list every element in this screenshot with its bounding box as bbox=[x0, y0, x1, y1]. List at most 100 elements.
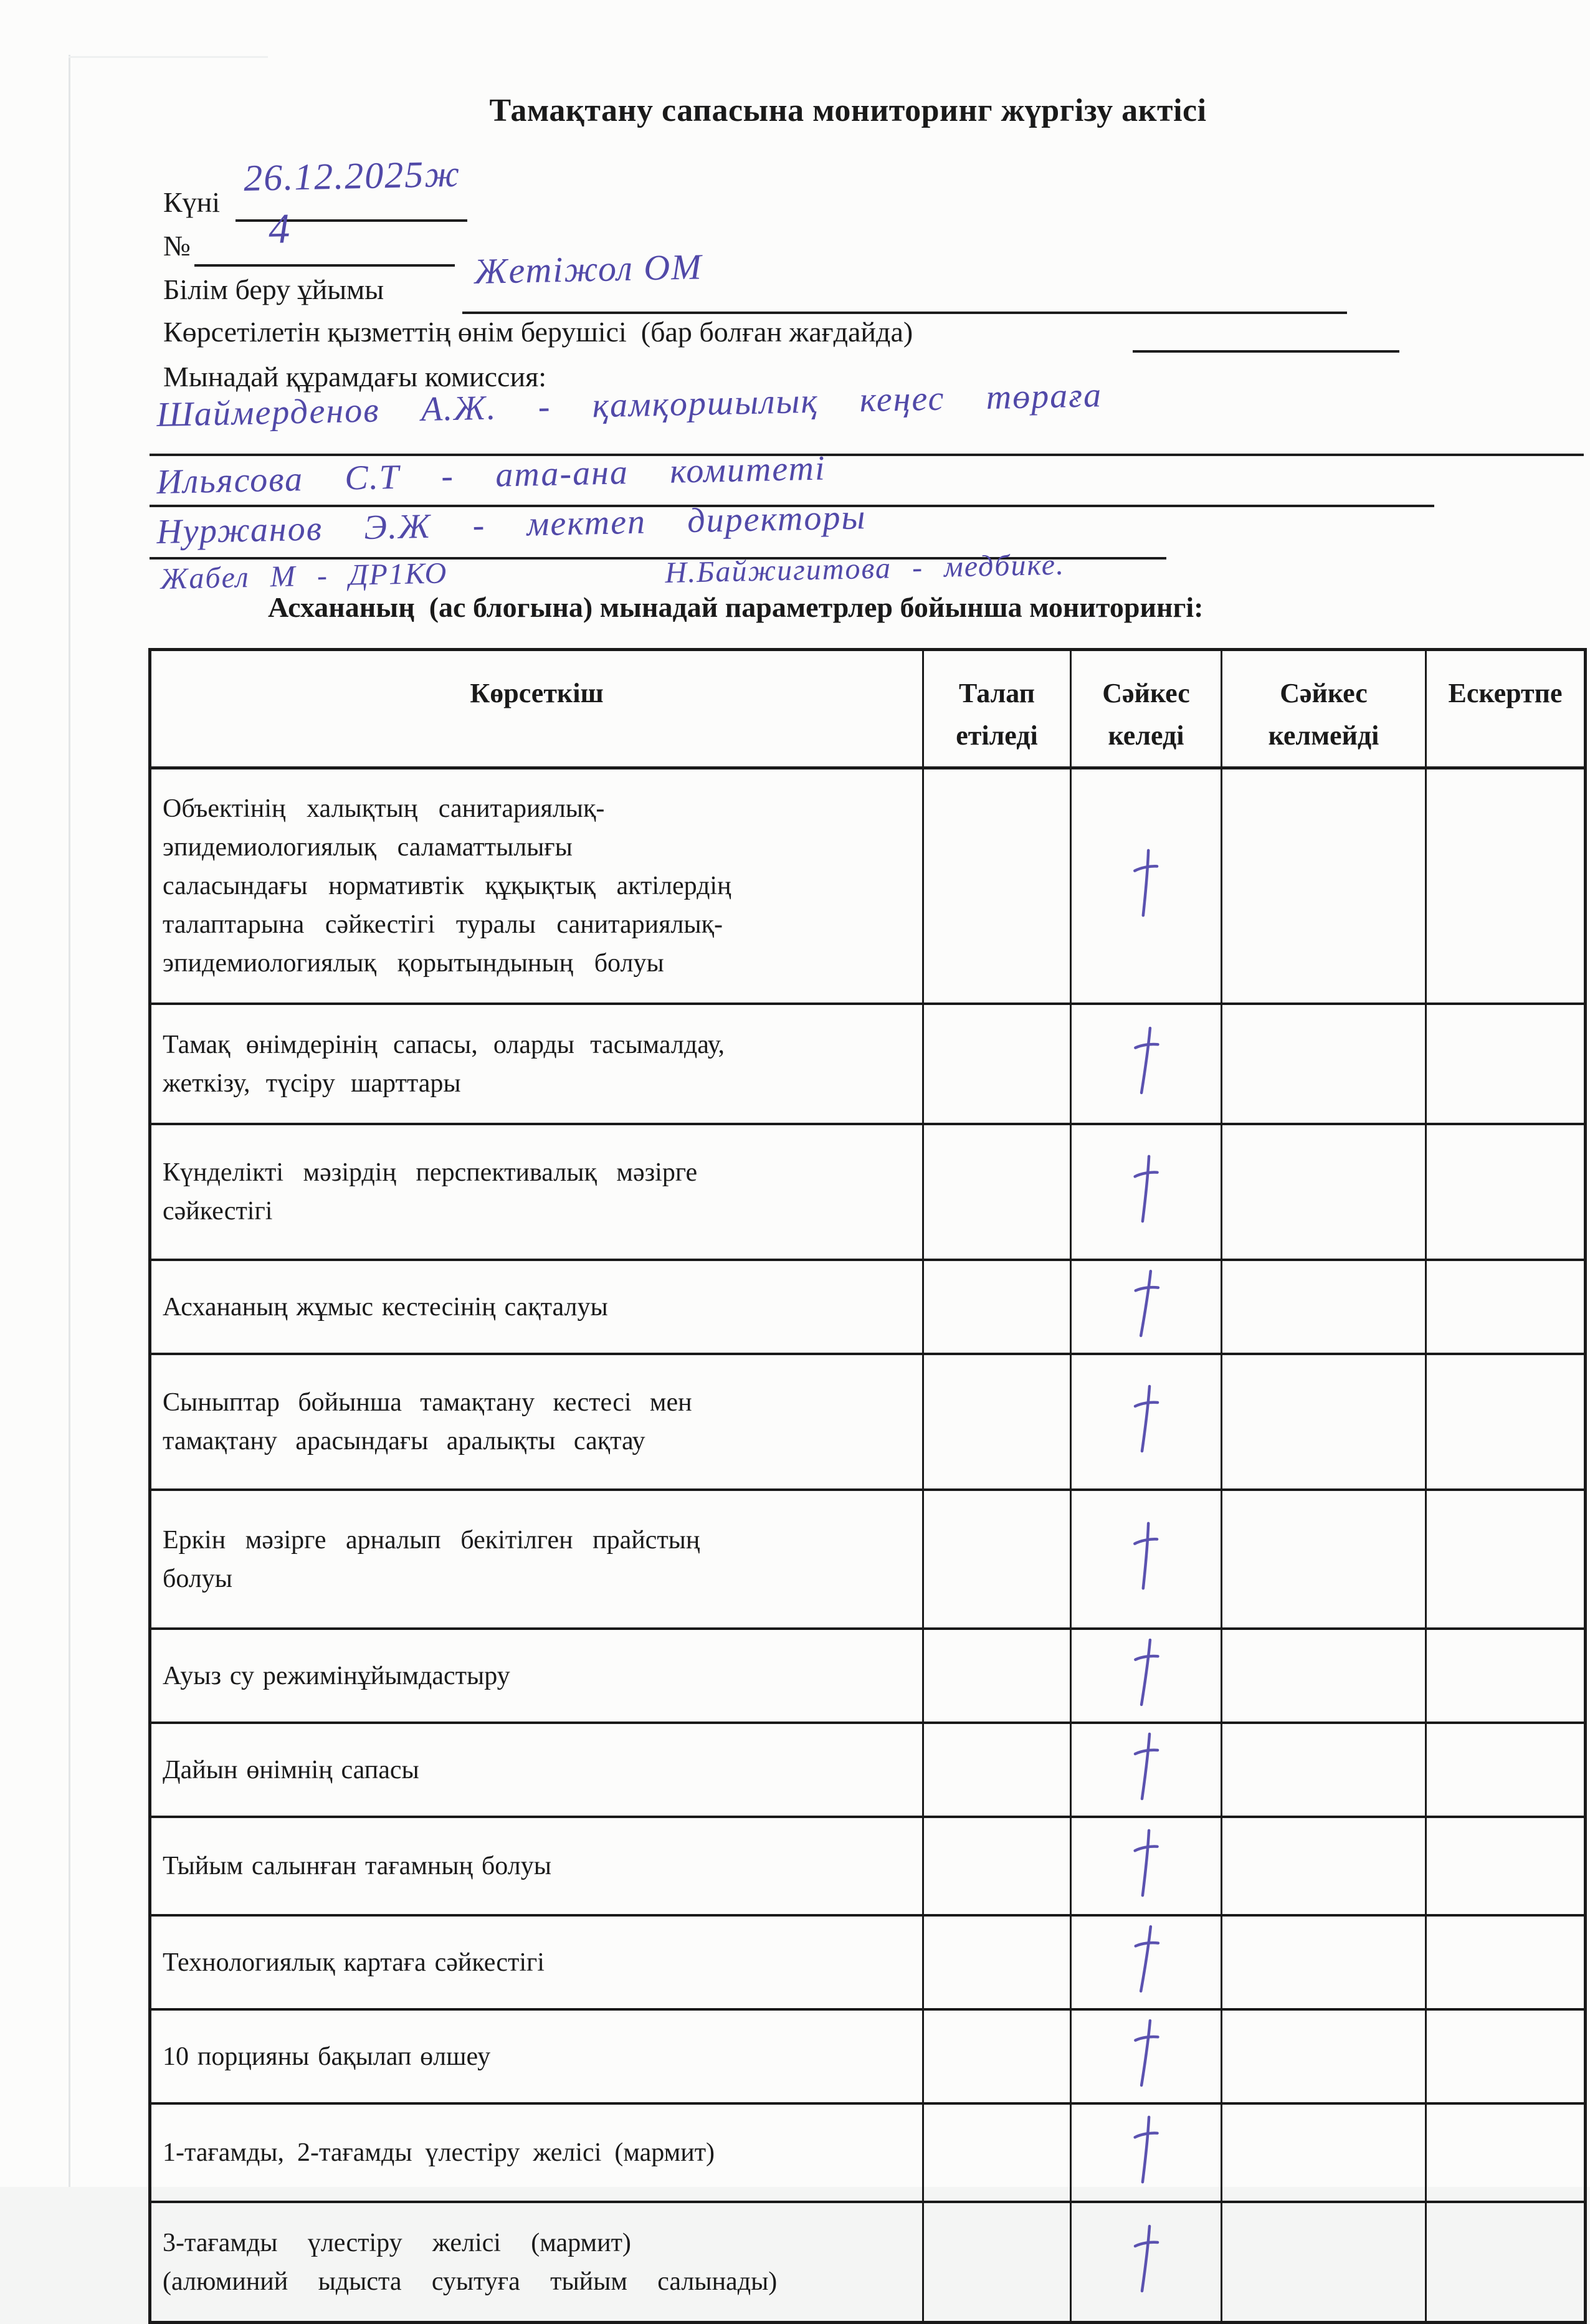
talap-etiledi-cell bbox=[922, 1722, 1072, 1818]
indicator-cell: Технологиялық картаға сәйкестігі bbox=[148, 1914, 924, 2011]
document-title: Тамақтану сапасына мониторинг жүргізу ак… bbox=[489, 93, 1207, 128]
handwritten-check-mark bbox=[1132, 1026, 1161, 1095]
saikes-kelmeidi-cell bbox=[1221, 1627, 1427, 1724]
table-row: Тамақ өнімдерінің сапасы, оларды тасымал… bbox=[148, 1002, 1587, 1125]
indicator-cell: 10 порцияны бақылап өлшеу bbox=[148, 2008, 924, 2105]
saikes-keledi-cell bbox=[1070, 1488, 1222, 1630]
indicator-cell: 1-тағамды, 2-тағамды үлестіру желісі (ма… bbox=[148, 2102, 924, 2203]
scan-page-edge-top bbox=[69, 56, 268, 58]
organization-blank-line bbox=[462, 312, 1347, 314]
handwritten-check-mark bbox=[1132, 1637, 1161, 1707]
saikes-kelmeidi-cell bbox=[1221, 1002, 1427, 1125]
saikes-kelmeidi-cell bbox=[1221, 2102, 1427, 2203]
number-value-handwritten: 4 bbox=[268, 204, 292, 253]
provider-label: Көрсетілетін қызметтің өнім берушісі (ба… bbox=[163, 316, 913, 348]
talap-etiledi-cell bbox=[922, 1259, 1072, 1355]
number-label: № bbox=[163, 230, 191, 262]
saikes-kelmeidi-cell bbox=[1221, 1259, 1427, 1355]
saikes-kelmeidi-cell bbox=[1221, 2008, 1427, 2105]
col-header-indicator: Көрсеткіш bbox=[148, 648, 924, 769]
saikes-keledi-cell bbox=[1070, 1816, 1222, 1917]
indicator-cell: Күнделікті мәзірдің перспективалық мәзір… bbox=[148, 1123, 924, 1261]
eskertpe-cell bbox=[1425, 766, 1587, 1005]
table-row: Сыныптар бойынша тамақтану кестесі мен т… bbox=[148, 1353, 1587, 1491]
organization-label: Білім беру ұйымы bbox=[163, 274, 384, 305]
saikes-kelmeidi-cell bbox=[1221, 1488, 1427, 1630]
table-row: Асхананың жұмыс кестесінің сақталуы bbox=[148, 1259, 1587, 1355]
indicator-cell: Ауыз су режимінұйымдастыру bbox=[148, 1627, 924, 1724]
eskertpe-cell bbox=[1425, 1914, 1587, 2011]
col-header-note: Ескертпе bbox=[1425, 648, 1587, 769]
handwritten-check-mark bbox=[1132, 2018, 1161, 2088]
eskertpe-cell bbox=[1425, 2008, 1587, 2105]
commission-line-2 bbox=[150, 505, 1434, 507]
col-header-required: Талап етіледі bbox=[922, 648, 1072, 769]
indicator-cell: Тыйым салынған тағамның болуы bbox=[148, 1816, 924, 1917]
table-row: Еркін мәзірге арналып бекітілген прайсты… bbox=[148, 1488, 1587, 1630]
saikes-kelmeidi-cell bbox=[1221, 1123, 1427, 1261]
monitoring-table: Көрсеткіш Талап етіледі Сәйкес келеді Сә… bbox=[148, 648, 1587, 2324]
eskertpe-cell bbox=[1425, 1722, 1587, 1818]
date-value-handwritten: 26.12.2025ж bbox=[243, 153, 461, 199]
saikes-keledi-cell bbox=[1070, 1259, 1222, 1355]
scan-page-edge bbox=[69, 55, 70, 2187]
eskertpe-cell bbox=[1425, 2201, 1587, 2324]
table-subtitle: Асхананың (ас блогына) мынадай параметрл… bbox=[268, 591, 1204, 623]
saikes-keledi-cell bbox=[1070, 2008, 1222, 2105]
saikes-kelmeidi-cell bbox=[1221, 1914, 1427, 2011]
talap-etiledi-cell bbox=[922, 766, 1072, 1005]
table-row: Тыйым салынған тағамның болуы bbox=[148, 1816, 1587, 1917]
saikes-keledi-cell bbox=[1070, 2102, 1222, 2203]
commission-label: Мынадай құрамдағы комиссия: bbox=[163, 361, 547, 393]
eskertpe-cell bbox=[1425, 1488, 1587, 1630]
indicator-cell: 3-тағамды үлестіру желісі (мармит) (алюм… bbox=[148, 2201, 924, 2324]
saikes-keledi-cell bbox=[1070, 1722, 1222, 1818]
commission-member-2-handwritten: Ильясова С.Т - ата-ана комитеті bbox=[156, 449, 827, 502]
table-row: Күнделікті мәзірдің перспективалық мәзір… bbox=[148, 1123, 1587, 1261]
saikes-kelmeidi-cell bbox=[1221, 2201, 1427, 2324]
handwritten-check-mark bbox=[1132, 2224, 1161, 2293]
table-row: Ауыз су режимінұйымдастыру bbox=[148, 1627, 1587, 1724]
handwritten-check-mark bbox=[1132, 2115, 1161, 2184]
table-row: 10 порцияны бақылап өлшеу bbox=[148, 2008, 1587, 2105]
col-header-not-complies: Сәйкес келмейді bbox=[1221, 648, 1427, 769]
talap-etiledi-cell bbox=[922, 1914, 1072, 2011]
eskertpe-cell bbox=[1425, 1123, 1587, 1261]
handwritten-check-mark bbox=[1132, 1828, 1161, 1898]
eskertpe-cell bbox=[1425, 1002, 1587, 1125]
saikes-keledi-cell bbox=[1070, 1627, 1222, 1724]
handwritten-check-mark bbox=[1132, 1924, 1161, 1994]
talap-etiledi-cell bbox=[922, 1002, 1072, 1125]
commission-line-1 bbox=[150, 454, 1584, 456]
date-blank-line bbox=[236, 219, 467, 222]
talap-etiledi-cell bbox=[922, 1123, 1072, 1261]
handwritten-check-mark bbox=[1132, 1154, 1161, 1224]
saikes-keledi-cell bbox=[1070, 1002, 1222, 1125]
saikes-kelmeidi-cell bbox=[1221, 766, 1427, 1005]
table-row: Технологиялық картаға сәйкестігі bbox=[148, 1914, 1587, 2011]
handwritten-check-mark bbox=[1132, 1384, 1161, 1454]
saikes-kelmeidi-cell bbox=[1221, 1353, 1427, 1491]
table-row: Дайын өнімнің сапасы bbox=[148, 1722, 1587, 1818]
eskertpe-cell bbox=[1425, 1816, 1587, 1917]
indicator-cell: Тамақ өнімдерінің сапасы, оларды тасымал… bbox=[148, 1002, 924, 1125]
saikes-keledi-cell bbox=[1070, 1123, 1222, 1261]
commission-member-5-handwritten: Н.Байжигитова - медбике. bbox=[664, 548, 1065, 590]
table-header-row: Көрсеткіш Талап етіледі Сәйкес келеді Сә… bbox=[148, 648, 1587, 769]
handwritten-check-mark bbox=[1132, 1521, 1161, 1591]
saikes-keledi-cell bbox=[1070, 2201, 1222, 2324]
talap-etiledi-cell bbox=[922, 2201, 1072, 2324]
handwritten-check-mark bbox=[1132, 1731, 1161, 1801]
commission-line-3 bbox=[150, 557, 1166, 560]
eskertpe-cell bbox=[1425, 1259, 1587, 1355]
talap-etiledi-cell bbox=[922, 1353, 1072, 1491]
eskertpe-cell bbox=[1425, 1353, 1587, 1491]
number-blank-line bbox=[194, 264, 455, 267]
table-row: 3-тағамды үлестіру желісі (мармит) (алюм… bbox=[148, 2201, 1587, 2324]
table-row: 1-тағамды, 2-тағамды үлестіру желісі (ма… bbox=[148, 2102, 1587, 2203]
saikes-keledi-cell bbox=[1070, 766, 1222, 1005]
date-label: Күні bbox=[163, 186, 221, 218]
col-header-complies: Сәйкес келеді bbox=[1070, 648, 1222, 769]
talap-etiledi-cell bbox=[922, 1488, 1072, 1630]
saikes-kelmeidi-cell bbox=[1221, 1816, 1427, 1917]
